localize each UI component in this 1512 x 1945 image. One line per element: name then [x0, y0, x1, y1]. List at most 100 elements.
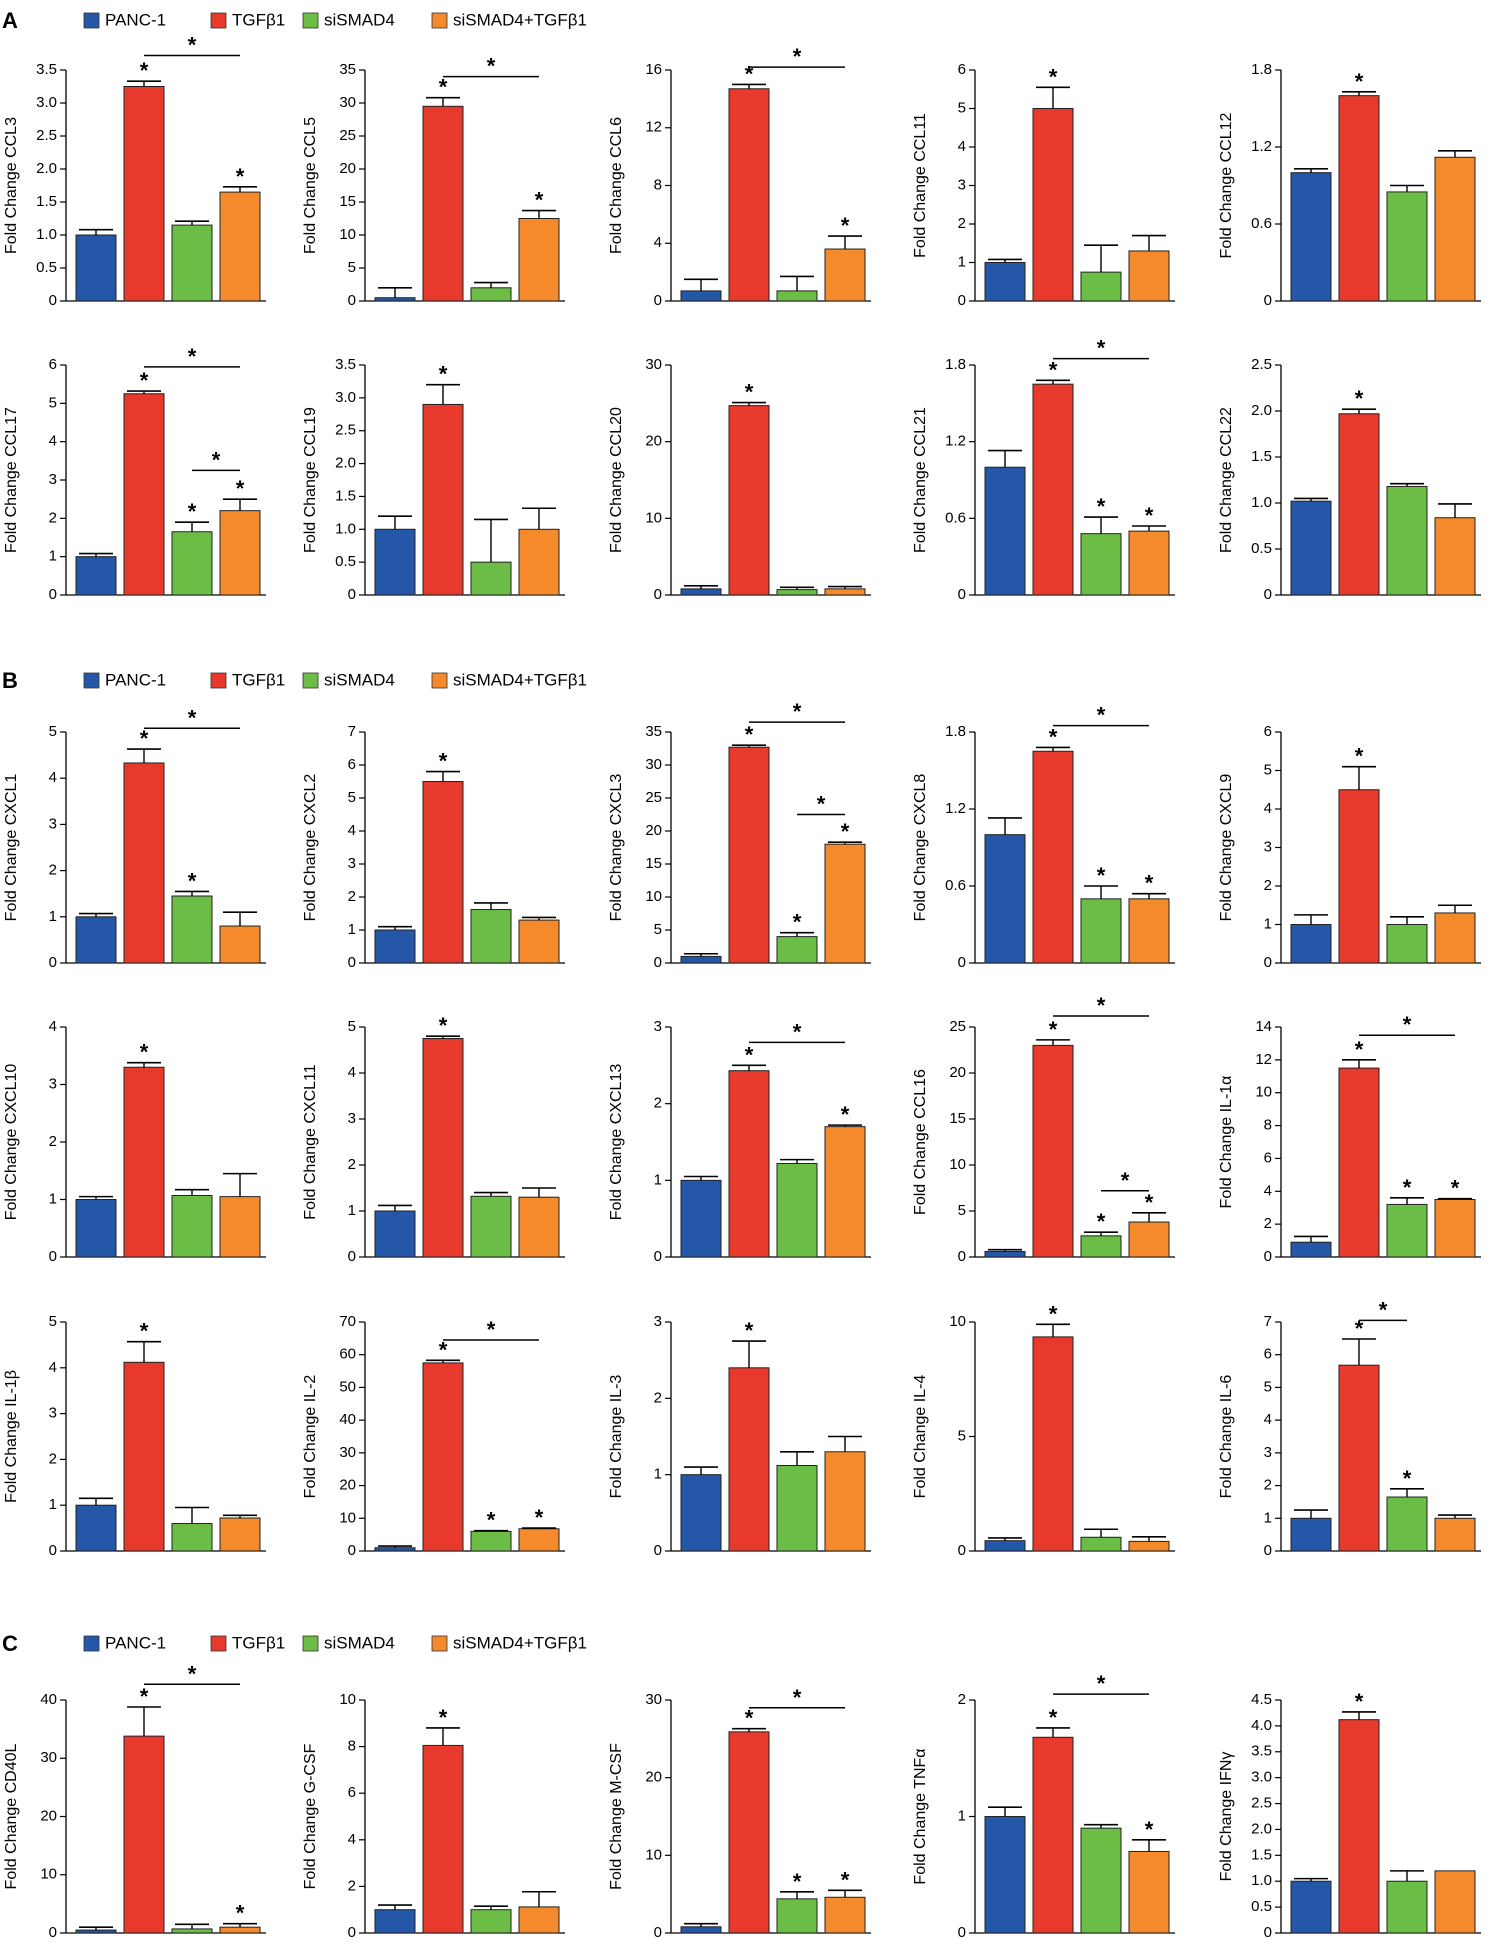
significance-star: *	[487, 1508, 496, 1533]
y-tick-label: 2	[348, 1156, 356, 1173]
y-tick-label: 20	[339, 160, 356, 177]
y-tick-label: 4	[348, 822, 356, 839]
chart-ccl19: 0 0.5 1.0 1.5 2.0 2.5 3.0 3.5 Fold Change CCL19 *	[302, 356, 565, 603]
bracket-star: *	[793, 1685, 802, 1710]
bar-panc-1	[680, 1179, 722, 1258]
y-axis-label: Fold Change IL-2	[302, 1375, 319, 1499]
bar-panc-1	[75, 1929, 117, 1934]
significance-star: *	[1355, 1037, 1364, 1062]
bar-tgf-1	[728, 405, 770, 596]
y-tick-label: 70	[339, 1313, 356, 1330]
significance-star: *	[1049, 357, 1058, 382]
y-tick-label: 25	[645, 789, 662, 806]
significance-star: *	[1355, 69, 1364, 94]
chart-ccl12: 0 0.6 1.2 1.8 Fold Change CCL12 *	[1218, 61, 1481, 309]
chart-cxcl2: 0 1 2 3 4 5 6 7 Fold Change CXCL2 *	[302, 723, 565, 971]
bar-tgf-1	[123, 393, 165, 596]
legend-swatch	[210, 672, 227, 689]
significance-star: *	[1145, 1817, 1154, 1842]
significance-star: *	[1403, 1466, 1412, 1491]
significance-star: *	[1097, 863, 1106, 888]
y-tick-label: 0	[654, 586, 662, 603]
legend-label: TGFβ1	[232, 670, 285, 689]
y-tick-label: 2	[348, 1877, 356, 1894]
bar-sismad4-tgf-1	[1434, 912, 1476, 964]
y-tick-label: 1	[1264, 915, 1272, 932]
significance-star: *	[188, 868, 197, 893]
chart-ccl20: 0 10 20 30 Fold Change CCL20 *	[608, 356, 871, 603]
y-tick-label: 0.5	[36, 259, 57, 276]
chart-il-1-: 0 2 4 6 8 10 12 14 Fold Change IL-1α * * * *	[1218, 1012, 1481, 1265]
significance-star: *	[793, 910, 802, 935]
bar-tgf-1	[1338, 1364, 1380, 1552]
bracket-star: *	[188, 1661, 197, 1686]
y-tick-label: 1.8	[1251, 61, 1272, 78]
y-tick-label: 30	[645, 356, 662, 373]
y-tick-label: 1	[654, 1171, 662, 1188]
significance-star: *	[1145, 1190, 1154, 1215]
bar-sismad4-tgf-1	[518, 919, 560, 964]
bar-panc-1	[984, 262, 1026, 302]
y-tick-label: 40	[339, 1411, 356, 1428]
y-tick-label: 3	[348, 855, 356, 872]
y-tick-label: 30	[339, 94, 356, 111]
significance-star: *	[1355, 386, 1364, 411]
y-tick-label: 5	[958, 99, 966, 116]
significance-star: *	[1145, 871, 1154, 896]
bracket-star: *	[212, 447, 221, 472]
bar-sismad4	[171, 1523, 213, 1552]
chart-ccl21: 0 0.6 1.2 1.8 Fold Change CCL21 * * * *	[912, 336, 1175, 603]
legend-label: PANC-1	[105, 10, 166, 29]
chart-cd40l: 0 10 20 30 40 Fold Change CD40L * * *	[3, 1661, 266, 1941]
bar-sismad4-tgf-1	[1128, 530, 1170, 596]
y-tick-label: 0	[958, 954, 966, 971]
y-tick-label: 7	[348, 723, 356, 740]
chart-cxcl13: 0 1 2 3 Fold Change CXCL13 * * *	[608, 1018, 871, 1265]
bar-sismad4-tgf-1	[1434, 517, 1476, 596]
legend-swatch	[302, 1635, 319, 1652]
y-tick-label: 0	[1264, 1924, 1272, 1941]
y-tick-label: 5	[654, 921, 662, 938]
y-tick-label: 2	[1264, 1477, 1272, 1494]
chart-m-csf: 0 10 20 30 Fold Change M-CSF * * * *	[608, 1685, 871, 1941]
chart-ccl11: 0 1 2 3 4 5 6 Fold Change CCL11 *	[912, 61, 1175, 309]
significance-star: *	[1355, 1316, 1364, 1341]
y-tick-label: 2	[654, 1095, 662, 1112]
chart-cxcl3: 0 5 10 15 20 25 30 35 Fold Change CXCL3 * * * * *	[608, 699, 871, 971]
bar-sismad4-tgf-1	[219, 925, 261, 964]
significance-star: *	[745, 380, 754, 405]
bar-sismad4	[1386, 924, 1428, 964]
significance-star: *	[841, 213, 850, 238]
y-tick-label: 12	[1255, 1051, 1272, 1068]
significance-star: *	[140, 726, 149, 751]
significance-star: *	[140, 58, 149, 83]
significance-star: *	[1145, 503, 1154, 528]
y-tick-label: 4.0	[1251, 1717, 1272, 1734]
bar-tgf-1	[422, 105, 464, 302]
bar-tgf-1	[728, 1367, 770, 1552]
legend-label: siSMAD4	[324, 1633, 395, 1652]
bar-sismad4	[470, 287, 512, 302]
y-tick-label: 2.5	[335, 422, 356, 439]
y-tick-label: 5	[49, 394, 57, 411]
bar-tgf-1	[728, 1731, 770, 1934]
bar-sismad4	[470, 1530, 512, 1552]
y-tick-label: 10	[949, 1156, 966, 1173]
bar-sismad4	[1080, 1827, 1122, 1934]
chart-il-1-: 0 1 2 3 4 5 Fold Change IL-1β *	[3, 1313, 266, 1559]
bar-tgf-1	[123, 1735, 165, 1934]
bar-sismad4	[171, 224, 213, 302]
significance-star: *	[1049, 1705, 1058, 1730]
y-axis-label: Fold Change CCL22	[1218, 407, 1235, 553]
bracket-star: *	[817, 792, 826, 817]
legend-label: PANC-1	[105, 1633, 166, 1652]
y-axis-label: Fold Change IL-4	[912, 1375, 929, 1499]
significance-star: *	[1049, 724, 1058, 749]
y-tick-label: 0	[654, 292, 662, 309]
y-tick-label: 10	[339, 1691, 356, 1708]
significance-star: *	[535, 188, 544, 213]
legend-label: PANC-1	[105, 670, 166, 689]
significance-star: *	[841, 1867, 850, 1892]
y-tick-label: 20	[40, 1807, 57, 1824]
bar-tgf-1	[1338, 789, 1380, 964]
